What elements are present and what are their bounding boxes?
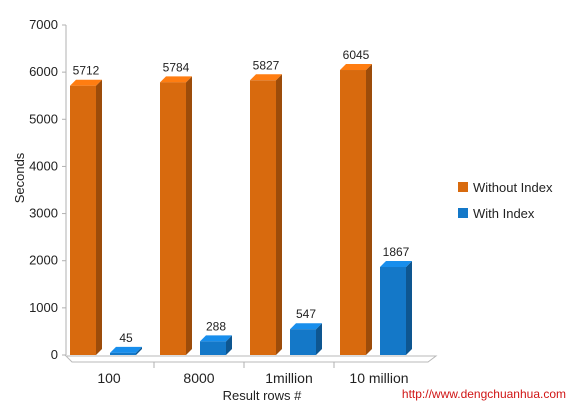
bars-group: 5712 45 5784 288 5827 547 6045 1867: [70, 48, 412, 356]
bar-with-index-top: [200, 335, 232, 342]
bar-without-index: [340, 64, 372, 356]
bar-without-index-top: [70, 79, 102, 86]
y-axis-title: Seconds: [12, 152, 27, 203]
bar-without-index-top: [160, 76, 192, 83]
data-label: 288: [206, 319, 226, 333]
bar-with-index-side: [226, 335, 232, 355]
legend-label: Without Index: [473, 180, 553, 195]
bar-without-index-side: [96, 79, 102, 355]
x-tick-label: 1million: [265, 370, 312, 386]
legend-swatch: [458, 182, 468, 192]
data-label: 5784: [163, 60, 190, 74]
y-axis: 0 1000 2000 3000 4000 5000 6000 7000: [29, 17, 67, 362]
legend: Without Index With Index: [458, 180, 553, 221]
bar-without-index-front: [160, 82, 186, 355]
x-tick-label: 10 million: [349, 370, 408, 386]
data-label: 1867: [383, 245, 410, 259]
bar-with-index-top: [290, 323, 322, 330]
data-label: 45: [119, 331, 133, 345]
bar-with-index-front: [290, 329, 316, 355]
bar-without-index-side: [186, 76, 192, 355]
y-tick-label: 1000: [29, 300, 58, 315]
bar-with-index-front: [200, 341, 226, 355]
legend-swatch: [458, 208, 468, 218]
bar-without-index-side: [276, 74, 282, 355]
bar-without-index-side: [366, 64, 372, 356]
bar-with-index: [380, 260, 412, 355]
bar-with-index-front: [110, 352, 136, 355]
bar-without-index-top: [250, 74, 282, 81]
bar-with-index-top: [380, 260, 412, 267]
chart-floor-plane: [64, 355, 438, 363]
bar-with-index-side: [316, 323, 322, 355]
x-tick-label: 100: [97, 370, 121, 386]
data-label: 6045: [343, 48, 370, 62]
bar-without-index-front: [340, 70, 366, 356]
y-tick-label: 6000: [29, 64, 58, 79]
y-tick-label: 4000: [29, 158, 58, 173]
bar-without-index-front: [70, 85, 96, 355]
watermark-text: http://www.dengchuanhua.com: [402, 387, 566, 401]
y-tick-label: 3000: [29, 206, 58, 221]
bar-without-index-top: [340, 64, 372, 71]
data-label: 5827: [253, 58, 280, 72]
data-label: 5712: [73, 64, 100, 78]
data-label: 547: [296, 307, 316, 321]
bar-with-index-side: [406, 260, 412, 355]
x-axis: 100 8000 1million 10 million: [97, 362, 409, 386]
legend-label: With Index: [473, 206, 535, 221]
bar-with-index: [200, 335, 232, 355]
bar-without-index: [250, 74, 282, 355]
y-tick-label: 5000: [29, 111, 58, 126]
bar-with-index-side: [136, 346, 142, 355]
bar-without-index-front: [250, 80, 276, 355]
y-tick-label: 2000: [29, 253, 58, 268]
x-tick-label: 8000: [183, 370, 214, 386]
y-tick-label: 0: [51, 347, 58, 362]
y-tick-label: 7000: [29, 17, 58, 32]
bar-with-index-top: [110, 346, 142, 353]
bar-without-index: [160, 76, 192, 355]
bar-with-index: [290, 323, 322, 355]
bar-with-index-front: [380, 266, 406, 355]
chart-floor: [64, 355, 438, 363]
x-axis-title: Result rows #: [223, 388, 303, 403]
bar-without-index: [70, 79, 102, 355]
bar-with-index: [110, 346, 142, 355]
